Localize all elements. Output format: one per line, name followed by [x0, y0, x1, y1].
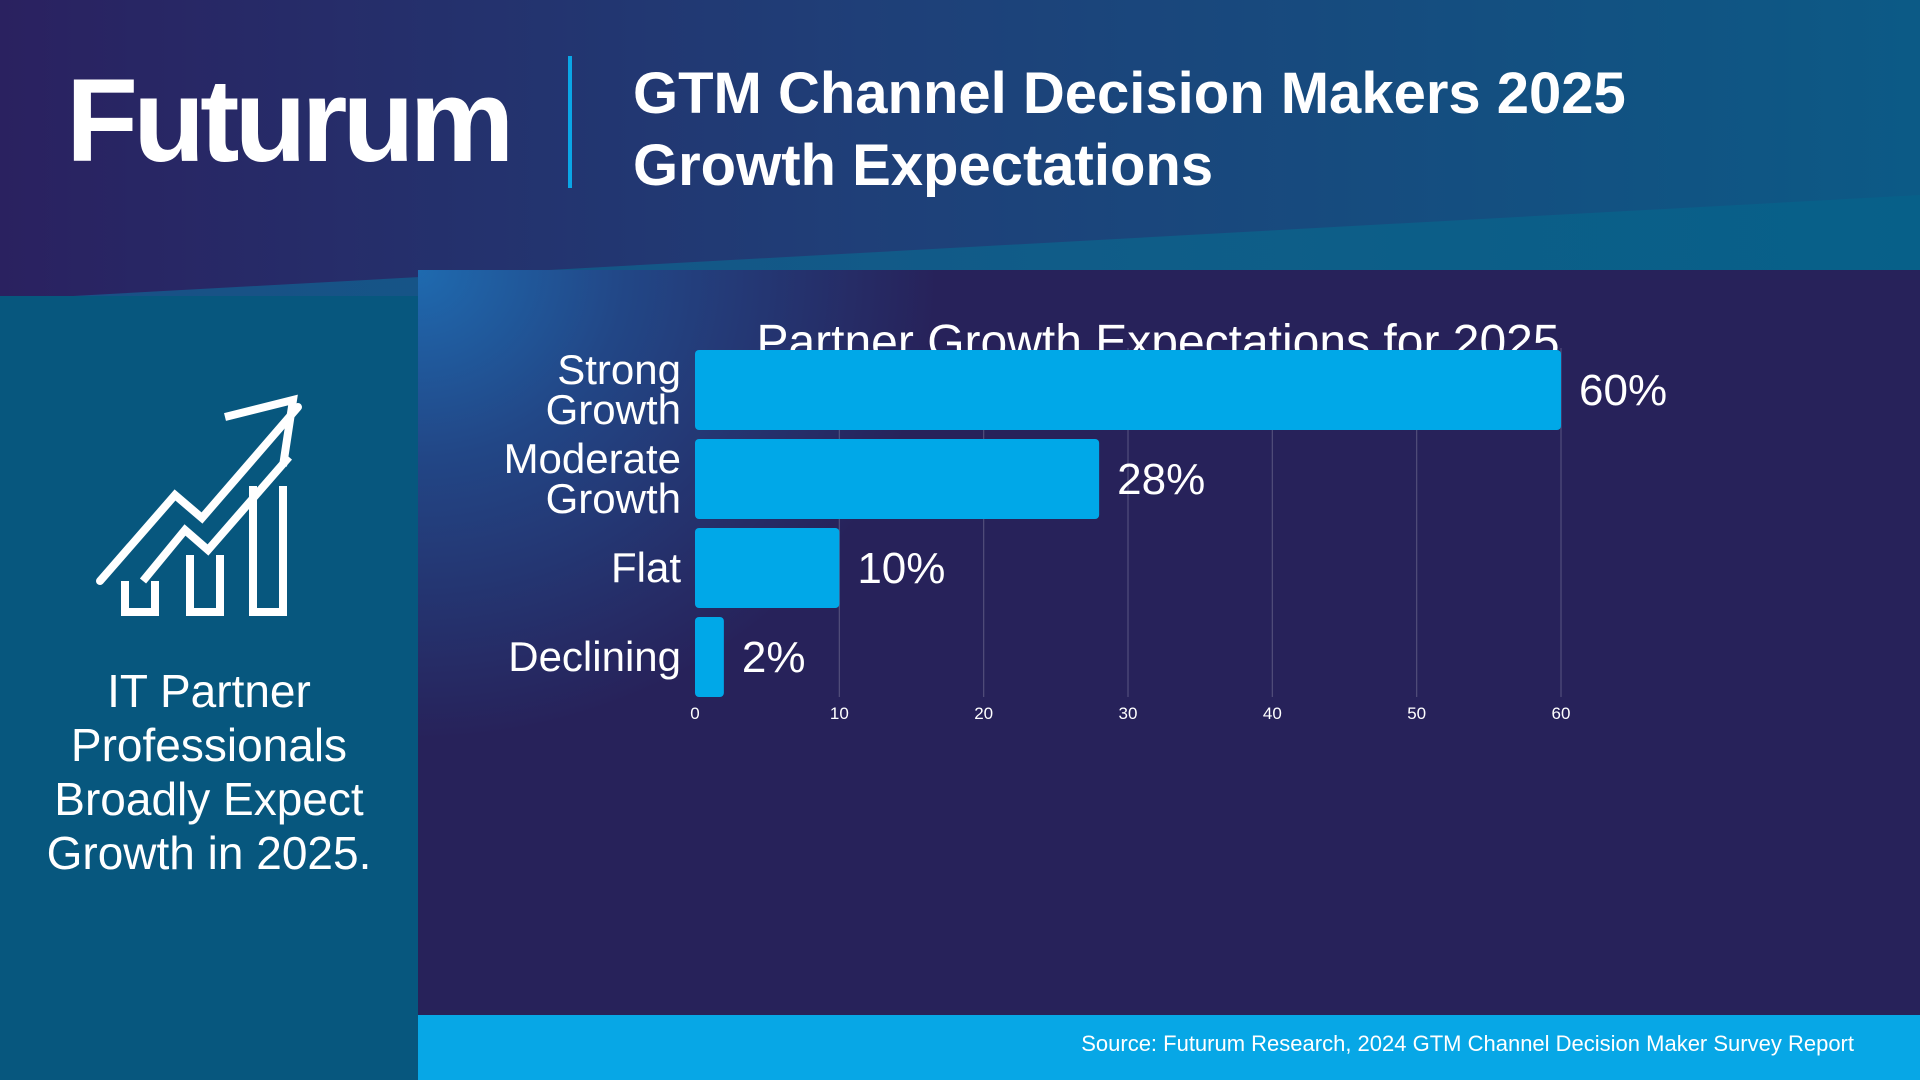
caption-line: IT Partner — [107, 665, 311, 717]
x-tick-label: 20 — [974, 704, 993, 723]
left-caption: IT Partner Professionals Broadly Expect … — [0, 664, 418, 880]
category-label: Growth — [546, 386, 681, 433]
left-panel — [0, 296, 418, 1080]
header-divider — [568, 56, 572, 188]
futurum-logo: Futurum — [66, 55, 514, 187]
page-title: GTM Channel Decision Makers 2025 Growth … — [633, 58, 1833, 202]
bar — [695, 617, 724, 697]
caption-line: Professionals — [70, 719, 348, 771]
bar-value-label: 2% — [742, 633, 806, 682]
bar-value-label: 28% — [1117, 455, 1205, 504]
x-tick-label: 0 — [690, 704, 699, 723]
category-label: Flat — [611, 544, 681, 591]
caption-line: Broadly Expect — [54, 773, 364, 825]
bar — [695, 439, 1100, 519]
bar-value-label: 10% — [857, 544, 945, 593]
category-label: Declining — [508, 633, 681, 680]
bar-value-label: 60% — [1579, 366, 1667, 415]
bar-chart: Partner Growth Expectations for 2025 60%… — [504, 316, 1668, 723]
header: Futurum GTM Channel Decision Makers 2025… — [0, 0, 1920, 300]
category-label: Strong — [557, 346, 681, 393]
page-title-line-2: Growth Expectations — [633, 133, 1214, 198]
x-tick-label: 30 — [1119, 704, 1138, 723]
x-tick-label: 50 — [1407, 704, 1426, 723]
source-text: Source: Futurum Research, 2024 GTM Chann… — [1081, 1031, 1854, 1056]
x-tick-label: 40 — [1263, 704, 1282, 723]
bar — [695, 350, 1561, 430]
category-label: Growth — [546, 475, 681, 522]
page-title-line-1: GTM Channel Decision Makers 2025 — [633, 61, 1626, 126]
growth-chart-arrow-icon — [96, 394, 302, 616]
x-tick-label: 10 — [830, 704, 849, 723]
bar — [695, 528, 840, 608]
x-tick-label: 60 — [1552, 704, 1571, 723]
caption-line: Growth in 2025. — [46, 827, 372, 879]
source-footer: Source: Futurum Research, 2024 GTM Chann… — [418, 1015, 1920, 1080]
category-label: Moderate — [504, 435, 681, 482]
